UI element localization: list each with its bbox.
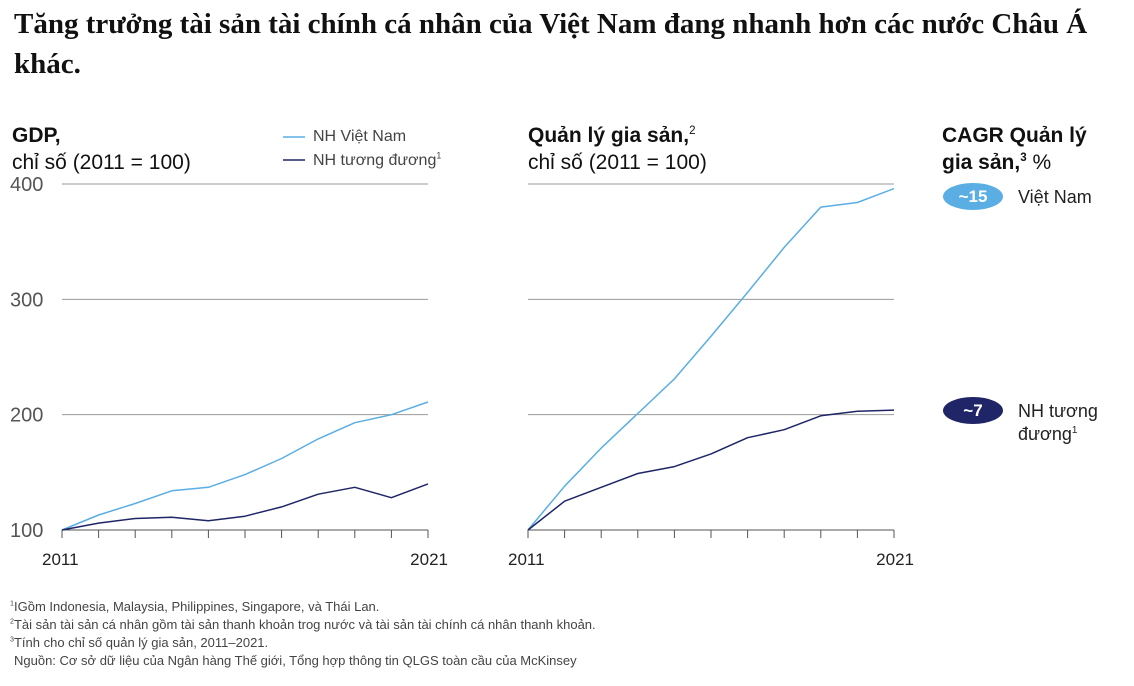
cagr-title-line2: gia sản, (942, 151, 1021, 174)
wealth-panel-title: Quản lý gia sản,2 chỉ số (2011 = 100) (528, 122, 707, 176)
wealth-title-bold: Quản lý gia sản, (528, 124, 690, 147)
gdp-title-bold: GDP, (12, 124, 61, 147)
cagr-peers-label-line1: NH tương (1018, 401, 1098, 421)
gdp-y-tick-label-200: 200 (10, 405, 43, 427)
cagr-vietnam-label: Việt Nam (1018, 187, 1092, 207)
footnote-2-sup: 2 (10, 617, 14, 626)
wealth-series-peers-line (527, 409, 895, 531)
gdp-series-vietnam-line (61, 401, 429, 531)
cagr-vietnam-pill: ~15 (943, 183, 1003, 210)
wealth-title-subtitle: chỉ số (2011 = 100) (528, 151, 707, 174)
gdp-y-tick-label-400: 400 (10, 174, 43, 196)
cagr-title-sup: 3 (1020, 152, 1027, 164)
gdp-series-peers-line (61, 483, 429, 531)
cagr-title-unit: % (1026, 151, 1052, 174)
cagr-peers-label-line2: đương (1018, 424, 1072, 444)
gdp-panel-title: GDP, chỉ số (2011 = 100) (12, 122, 191, 176)
legend-label-peers: NH tương đương1 (313, 150, 442, 170)
cagr-peers-label: NH tương đương1 (1018, 400, 1098, 446)
footnote-1-text: IGồm Indonesia, Malaysia, Philippines, S… (13, 599, 380, 614)
wealth-x-tick-label-start: 2011 (508, 550, 545, 569)
legend-label-peers-text: NH tương đương (313, 152, 437, 169)
wealth-x-tick-label-end: 2021 (876, 550, 914, 569)
footnote-3-text: Tính cho chỉ số quản lý gia sản, 2011–20… (13, 635, 269, 650)
legend-swatches (283, 136, 305, 161)
footnote-3: 3Tính cho chỉ số quản lý gia sản, 2011–2… (10, 634, 268, 652)
cagr-peers-pill: ~7 (943, 397, 1003, 424)
footnote-2-text: Tài sản tài sản cá nhân gồm tài sản than… (13, 617, 596, 632)
source-note: Nguồn: Cơ sở dữ liệu của Ngân hàng Thế g… (14, 653, 577, 668)
cagr-title: CAGR Quản lý gia sản,3 % (942, 122, 1087, 176)
wealth-series-vietnam-line (527, 187, 895, 531)
footnote-1-sup: 1 (10, 599, 14, 608)
footnote-3-sup: 3 (10, 635, 14, 644)
gdp-x-tick-label-start: 2011 (42, 550, 79, 569)
cagr-title-line1: CAGR Quản lý (942, 124, 1087, 147)
gdp-x-tick-label-end: 2021 (410, 550, 448, 569)
gdp-y-tick-label-300: 300 (10, 289, 43, 311)
gdp-title-subtitle: chỉ số (2011 = 100) (12, 151, 191, 174)
legend-label-peers-sup: 1 (436, 150, 442, 161)
cagr-peers-sup: 1 (1071, 425, 1078, 436)
legend-label-vietnam: NH Việt Nam (313, 128, 407, 145)
footnote-2: 2Tài sản tài sản cá nhân gồm tài sản tha… (10, 616, 596, 634)
wealth-title-sup: 2 (689, 125, 696, 137)
gdp-y-tick-label-100: 100 (10, 520, 43, 542)
footnote-1: 1IGồm Indonesia, Malaysia, Philippines, … (10, 598, 379, 616)
page-title: Tăng trưởng tài sản tài chính cá nhân củ… (14, 8, 1088, 80)
